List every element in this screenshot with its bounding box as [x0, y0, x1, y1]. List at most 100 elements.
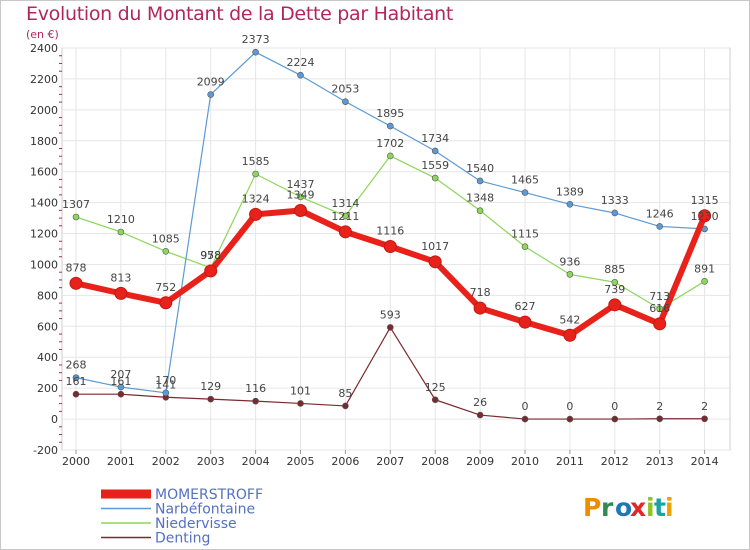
data-point: [252, 48, 259, 56]
data-point: [473, 301, 487, 315]
data-label: 161: [110, 375, 131, 388]
data-point: [656, 415, 664, 423]
data-point: [342, 402, 349, 410]
y-tick-label: 2000: [30, 104, 58, 117]
data-point: [72, 213, 80, 221]
data-label: 1333: [601, 194, 629, 207]
data-point: [611, 415, 619, 423]
data-point: [431, 147, 439, 155]
data-label: 936: [559, 255, 580, 268]
series-denting: [72, 324, 708, 423]
x-tick-label: 2014: [691, 455, 719, 468]
logo-letter: x: [630, 493, 646, 522]
x-tick-label: 2009: [466, 455, 494, 468]
data-label: 2053: [331, 83, 359, 96]
y-tick-label: 1400: [30, 197, 58, 210]
data-label: 752: [155, 281, 176, 294]
x-tick-label: 2000: [62, 455, 90, 468]
data-point: [521, 243, 529, 250]
data-point: [566, 271, 574, 278]
data-point: [342, 98, 349, 105]
legend-label: Narbéfontaine: [155, 502, 255, 518]
chart-title: Evolution du Montant de la Dette par Hab…: [26, 3, 454, 25]
logo-letter: o: [615, 493, 632, 522]
data-label: 1211: [331, 210, 359, 223]
y-tick-label: 2400: [30, 42, 58, 55]
data-label: 85: [338, 387, 352, 400]
data-point: [297, 400, 304, 407]
data-point: [698, 209, 712, 223]
data-point: [518, 315, 532, 329]
data-label: 1307: [62, 198, 90, 211]
data-label: 268: [66, 359, 87, 372]
x-tick-label: 2013: [646, 455, 674, 468]
data-label: 170: [155, 374, 176, 387]
chart-subtitle: (en €): [26, 28, 59, 41]
data-label: 1315: [691, 194, 719, 207]
axis-ticks: -200020040060080010001200140016001800200…: [30, 42, 719, 468]
data-point: [252, 170, 259, 178]
data-label: 542: [559, 313, 580, 326]
data-label: 1017: [421, 240, 449, 253]
y-tick-label: 200: [37, 382, 58, 395]
series-lines: [69, 48, 712, 423]
data-label: 1734: [421, 132, 449, 145]
data-label: 141: [155, 378, 176, 391]
data-point: [159, 296, 173, 310]
x-tick-label: 2007: [376, 455, 404, 468]
x-tick-label: 2012: [601, 455, 629, 468]
logo-letter: r: [601, 493, 614, 522]
y-tick-label: 0: [51, 413, 58, 426]
data-point: [204, 264, 218, 278]
data-label: 593: [380, 308, 401, 321]
data-point: [611, 278, 619, 286]
data-label: 627: [515, 300, 536, 313]
data-point: [653, 317, 667, 331]
data-point: [428, 255, 442, 269]
data-label: 1437: [287, 178, 315, 191]
y-tick-label: 400: [37, 351, 58, 364]
data-point: [342, 212, 349, 220]
data-point: [476, 207, 484, 214]
data-point: [69, 276, 83, 290]
data-point: [566, 415, 574, 423]
data-point: [566, 201, 574, 208]
data-label: 129: [200, 380, 221, 393]
data-label: 616: [649, 302, 670, 315]
data-label: 1702: [376, 137, 404, 150]
data-label: 1349: [287, 189, 315, 202]
data-label: 2: [701, 400, 708, 413]
data-label: 207: [110, 368, 131, 381]
y-tick-label: 2200: [30, 73, 58, 86]
data-point: [431, 174, 439, 182]
data-point: [207, 91, 214, 98]
data-point: [117, 228, 125, 236]
data-point: [656, 223, 664, 230]
x-tick-label: 2004: [242, 455, 270, 468]
data-point: [297, 71, 304, 79]
data-point: [252, 397, 259, 405]
data-point: [162, 389, 170, 397]
data-label: 1314: [331, 197, 359, 210]
data-label: 1085: [152, 232, 180, 245]
data-point: [608, 298, 622, 312]
data-point: [383, 240, 397, 254]
data-label: 885: [604, 263, 625, 276]
data-label: 26: [473, 396, 487, 409]
data-label: 1585: [242, 155, 270, 168]
legend: MOMERSTROFFNarbéfontaineNiedervisseDenti…: [101, 487, 263, 547]
data-point: [338, 225, 352, 239]
legend-label: Denting: [155, 531, 210, 547]
data-point: [521, 189, 529, 196]
y-tick-label: 600: [37, 320, 58, 333]
data-point: [207, 395, 214, 403]
data-point: [72, 374, 80, 381]
data-label: 878: [66, 261, 87, 274]
x-tick-label: 2003: [197, 455, 225, 468]
logo-letter: i: [646, 493, 655, 522]
data-label: 1559: [421, 159, 449, 172]
series-momerstroff: [69, 204, 712, 342]
data-point: [249, 207, 263, 221]
